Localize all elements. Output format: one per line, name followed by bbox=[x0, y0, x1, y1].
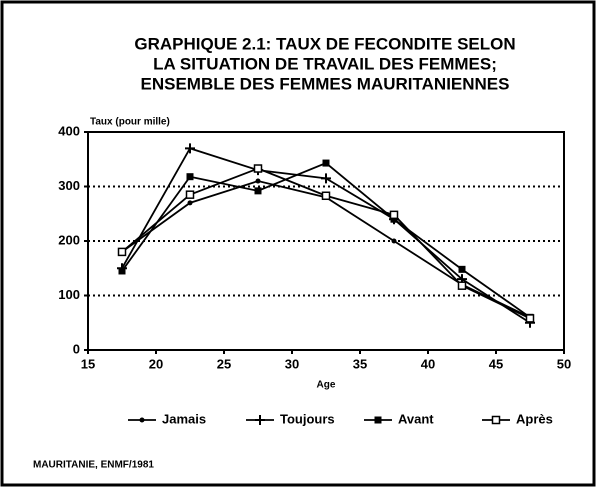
data-point bbox=[322, 159, 330, 167]
chart-title: ENSEMBLE DES FEMMES MAURITANIENNES bbox=[141, 74, 510, 93]
data-point bbox=[187, 200, 193, 206]
legend-marker bbox=[491, 415, 501, 425]
data-point bbox=[255, 178, 261, 184]
data-point bbox=[457, 281, 467, 290]
chart-title: LA SITUATION DE TRAVAIL DES FEMMES; bbox=[153, 54, 497, 73]
data-point bbox=[185, 143, 195, 154]
y-axis-label: Taux (pour mille) bbox=[90, 117, 170, 128]
data-point bbox=[458, 265, 466, 273]
x-tick-label: 45 bbox=[489, 356, 503, 371]
y-tick-label: 400 bbox=[58, 123, 80, 138]
legend-marker bbox=[374, 416, 382, 424]
y-tick-label: 200 bbox=[58, 232, 80, 247]
y-tick-label: 100 bbox=[58, 287, 80, 302]
data-point bbox=[254, 187, 262, 195]
chart-title: GRAPHIQUE 2.1: TAUX DE FECONDITE SELON bbox=[134, 34, 515, 53]
legend-marker bbox=[139, 417, 145, 423]
data-point bbox=[321, 191, 331, 201]
data-point bbox=[321, 173, 331, 184]
legend-label: Jamais bbox=[162, 411, 206, 426]
x-tick-label: 35 bbox=[353, 356, 367, 371]
legend-marker bbox=[255, 415, 265, 425]
source: MAURITANIE, ENMF/1981 bbox=[33, 460, 154, 471]
legend-label: Avant bbox=[398, 411, 434, 426]
x-tick-label: 15 bbox=[81, 356, 95, 371]
x-tick-label: 20 bbox=[149, 356, 163, 371]
x-tick-label: 30 bbox=[285, 356, 299, 371]
data-point bbox=[391, 238, 397, 244]
x-tick-label: 50 bbox=[557, 356, 571, 371]
data-point bbox=[525, 314, 535, 323]
legend-label: Après bbox=[516, 411, 553, 426]
data-point bbox=[253, 164, 263, 173]
y-tick-label: 0 bbox=[73, 341, 80, 356]
data-point bbox=[186, 173, 194, 181]
data-point bbox=[117, 247, 127, 257]
y-tick-label: 300 bbox=[58, 178, 80, 193]
data-point bbox=[390, 215, 398, 223]
x-tick-label: 40 bbox=[421, 356, 435, 371]
x-tick-label: 25 bbox=[217, 356, 231, 371]
data-point bbox=[389, 210, 399, 220]
x-axis-label: Age bbox=[317, 380, 336, 391]
data-point bbox=[185, 190, 195, 199]
data-point bbox=[118, 267, 126, 275]
legend-label: Toujours bbox=[280, 411, 335, 426]
